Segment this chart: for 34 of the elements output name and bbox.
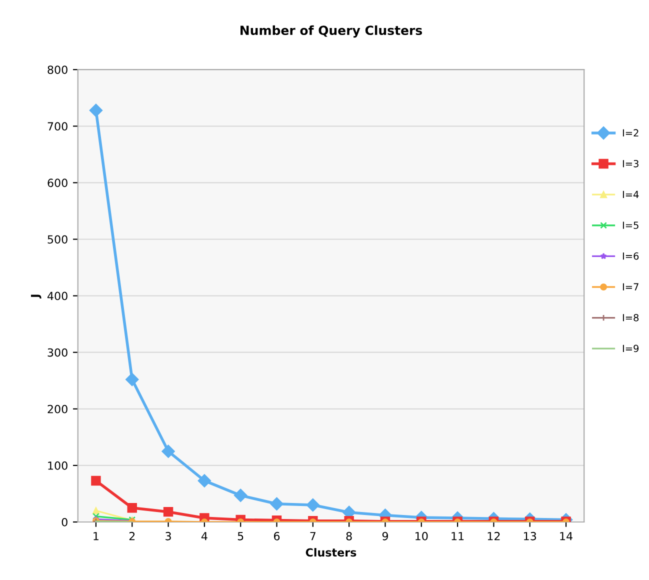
x-tick-label: 4	[201, 532, 208, 540]
y-tick-label: 500	[48, 235, 68, 244]
legend-label: I=2	[622, 129, 638, 136]
chart-title: Number of Query Clusters	[240, 25, 422, 38]
x-tick-label: 8	[346, 532, 352, 540]
x-tick-label: 12	[488, 532, 500, 540]
x-tick-label: 5	[238, 532, 244, 540]
legend-label: I=8	[622, 314, 639, 322]
y-tick-label: 800	[48, 66, 68, 74]
x-tick-label: 14	[560, 532, 572, 540]
x-tick-label: 1	[94, 532, 98, 540]
x-tick-label: 3	[166, 532, 171, 540]
x-tick-label: 6	[274, 532, 280, 540]
y-tick-label: 100	[48, 461, 68, 470]
y-tick-label: 400	[47, 292, 68, 300]
x-tick-label: 2	[129, 532, 135, 540]
y-tick-label: 700	[48, 122, 68, 131]
x-axis-title: Clusters	[306, 548, 356, 557]
legend-label: I=9	[622, 344, 639, 352]
y-tick-label: 300	[48, 348, 68, 357]
legend-label: I=7	[622, 283, 638, 290]
y-tick-label: 200	[48, 404, 68, 414]
legend-label: I=3	[622, 160, 638, 168]
x-tick-label: 7	[310, 532, 316, 540]
x-tick-label: 13	[524, 532, 536, 540]
x-tick-label: 11	[452, 532, 464, 540]
legend-label: I=6	[622, 252, 639, 260]
y-axis-title: J	[30, 294, 42, 298]
legend-label: I=4	[622, 190, 639, 198]
y-tick-label: 600	[48, 178, 68, 188]
y-tick-label: 0	[62, 518, 68, 526]
legend-label: I=5	[622, 222, 638, 229]
x-tick-label: 10	[416, 532, 428, 540]
x-tick-label: 9	[382, 532, 388, 540]
